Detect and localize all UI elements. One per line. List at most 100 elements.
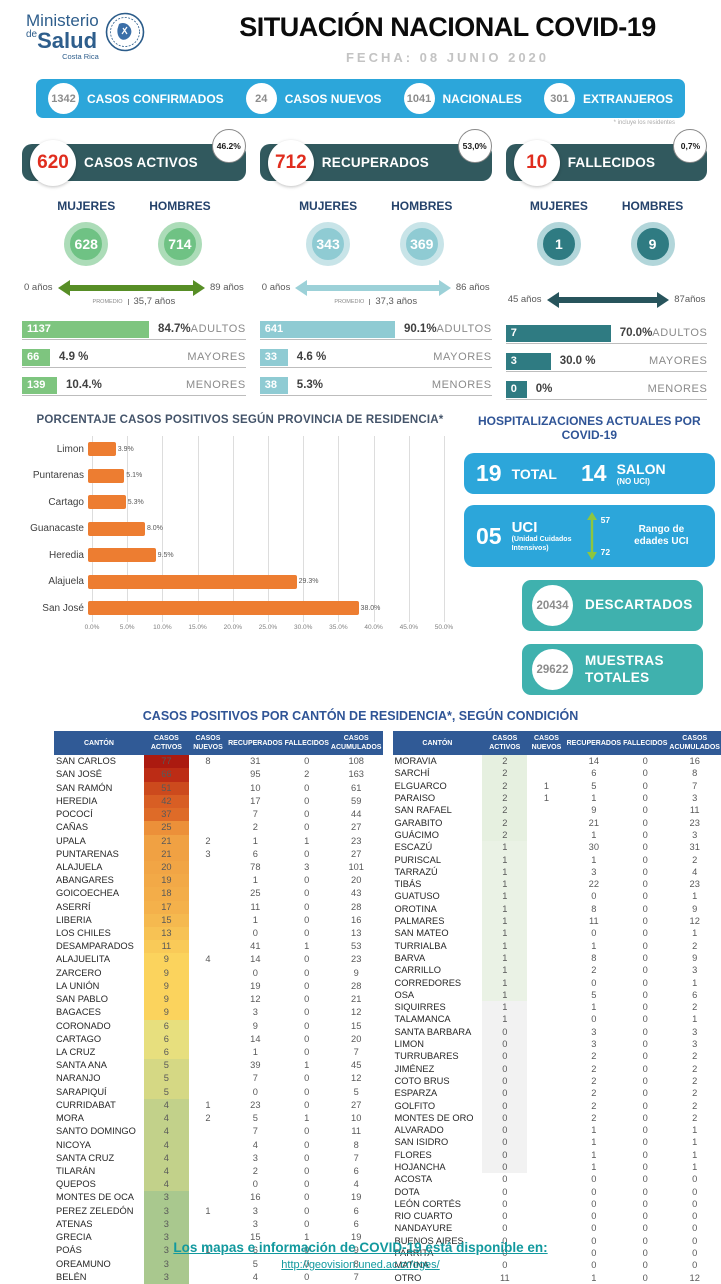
recuperados: 2: [566, 964, 622, 976]
casos-nuevos: [527, 829, 565, 841]
column-header: CANTÓN: [393, 731, 483, 755]
stat-value-badge: 1041: [404, 83, 435, 114]
casos-acumulados: 4: [330, 1178, 383, 1191]
fallecidos: 0: [284, 874, 330, 887]
recuperados: 8: [566, 952, 622, 964]
casos-activos: 15: [144, 914, 189, 927]
age-min: 45 años: [508, 294, 542, 305]
hospitalizations-title: HOSPITALIZACIONES ACTUALES POR COVID-19: [464, 414, 715, 442]
casos-nuevos: [189, 1152, 227, 1165]
canton-name: QUEPOS: [54, 1178, 144, 1191]
recuperados: 2: [566, 1063, 622, 1075]
casos-activos: 2: [482, 817, 527, 829]
casos-activos: 17: [144, 901, 189, 914]
casos-acumulados: 28: [330, 901, 383, 914]
fallecidos: 0: [622, 767, 668, 779]
stat-label: CASOS CONFIRMADOS: [87, 92, 224, 106]
x-tick-label: 50.0%: [435, 624, 453, 631]
panel-percent-badge: 53,0%: [458, 129, 492, 163]
column-header: CASOS ACTIVOS: [482, 731, 527, 755]
descartados-value: 20434: [532, 585, 573, 626]
casos-acumulados: 23: [668, 878, 721, 890]
category-label: San José: [26, 603, 88, 614]
casos-acumulados: 23: [330, 953, 383, 966]
casos-activos: 0: [482, 1161, 527, 1173]
panel-percent-badge: 46.2%: [212, 129, 246, 163]
fallecidos: 0: [284, 821, 330, 834]
casos-acumulados: 0: [668, 1173, 721, 1185]
casos-activos: 1: [482, 1001, 527, 1013]
stat-casos-confirmados: 1342 CASOS CONFIRMADOS: [48, 83, 224, 114]
canton-name: COTO BRUS: [393, 1075, 483, 1087]
recuperados: 2: [566, 1087, 622, 1099]
casos-activos: 4: [144, 1112, 189, 1125]
recuperados: 2: [566, 1112, 622, 1124]
fallecidos: 0: [622, 1038, 668, 1050]
casos-acumulados: 163: [330, 768, 383, 781]
recuperados: 1: [566, 1149, 622, 1161]
fallecidos: 0: [622, 755, 668, 767]
casos-activos: 9: [144, 1006, 189, 1019]
casos-acumulados: 3: [668, 1026, 721, 1038]
footer-link[interactable]: http://geovision.uned.ac.cr/oges/: [281, 1259, 439, 1271]
canton-name: HEREDIA: [54, 795, 144, 808]
casos-nuevos: [527, 1063, 565, 1075]
casos-acumulados: 108: [330, 755, 383, 768]
casos-activos: 2: [482, 804, 527, 816]
casos-activos: 1: [482, 878, 527, 890]
panel-recuperados: 712 RECUPERADOS 53,0% MUJERES 343 HOMBRE…: [260, 126, 492, 400]
casos-acumulados: 20: [330, 874, 383, 887]
fallecidos: 0: [622, 1026, 668, 1038]
panel-header: 620 CASOS ACTIVOS 46.2%: [22, 144, 246, 181]
casos-activos: 1: [482, 927, 527, 939]
casos-activos: 0: [482, 1136, 527, 1148]
canton-name: NICOYA: [54, 1139, 144, 1152]
fallecidos: 2: [284, 768, 330, 781]
province-chart: PORCENTAJE CASOS POSITIVOS SEGÚN PROVINC…: [26, 414, 454, 695]
recuperados: 3: [566, 866, 622, 878]
casos-activos: 1: [482, 841, 527, 853]
column-header: CASOS ACTIVOS: [144, 731, 189, 755]
casos-nuevos: [527, 1087, 565, 1099]
casos-acumulados: 2: [668, 1087, 721, 1099]
recuperados: 0: [566, 890, 622, 902]
recuperados: 14: [227, 953, 283, 966]
casos-activos: 66: [144, 768, 189, 781]
canton-name: UPALA: [54, 835, 144, 848]
casos-nuevos: [527, 1149, 565, 1161]
panel-total-badge: 712: [268, 140, 314, 186]
bar-value-label: 5.1%: [126, 472, 142, 479]
casos-acumulados: 4: [668, 866, 721, 878]
ministry-emblem-icon: [105, 12, 145, 52]
casos-nuevos: [189, 980, 227, 993]
bar: [88, 442, 116, 456]
fallecidos: 0: [622, 915, 668, 927]
x-tick-label: 0.0%: [85, 624, 100, 631]
recuperados: 1: [566, 1136, 622, 1148]
casos-acumulados: 2: [668, 854, 721, 866]
recuperados: 0: [566, 1222, 622, 1234]
canton-name: SAN ISIDRO: [393, 1136, 483, 1148]
canton-name: SAN PABLO: [54, 993, 144, 1006]
casos-nuevos: [189, 927, 227, 940]
fallecidos: 0: [284, 980, 330, 993]
uci-age-range-arrow-icon: [586, 512, 598, 560]
